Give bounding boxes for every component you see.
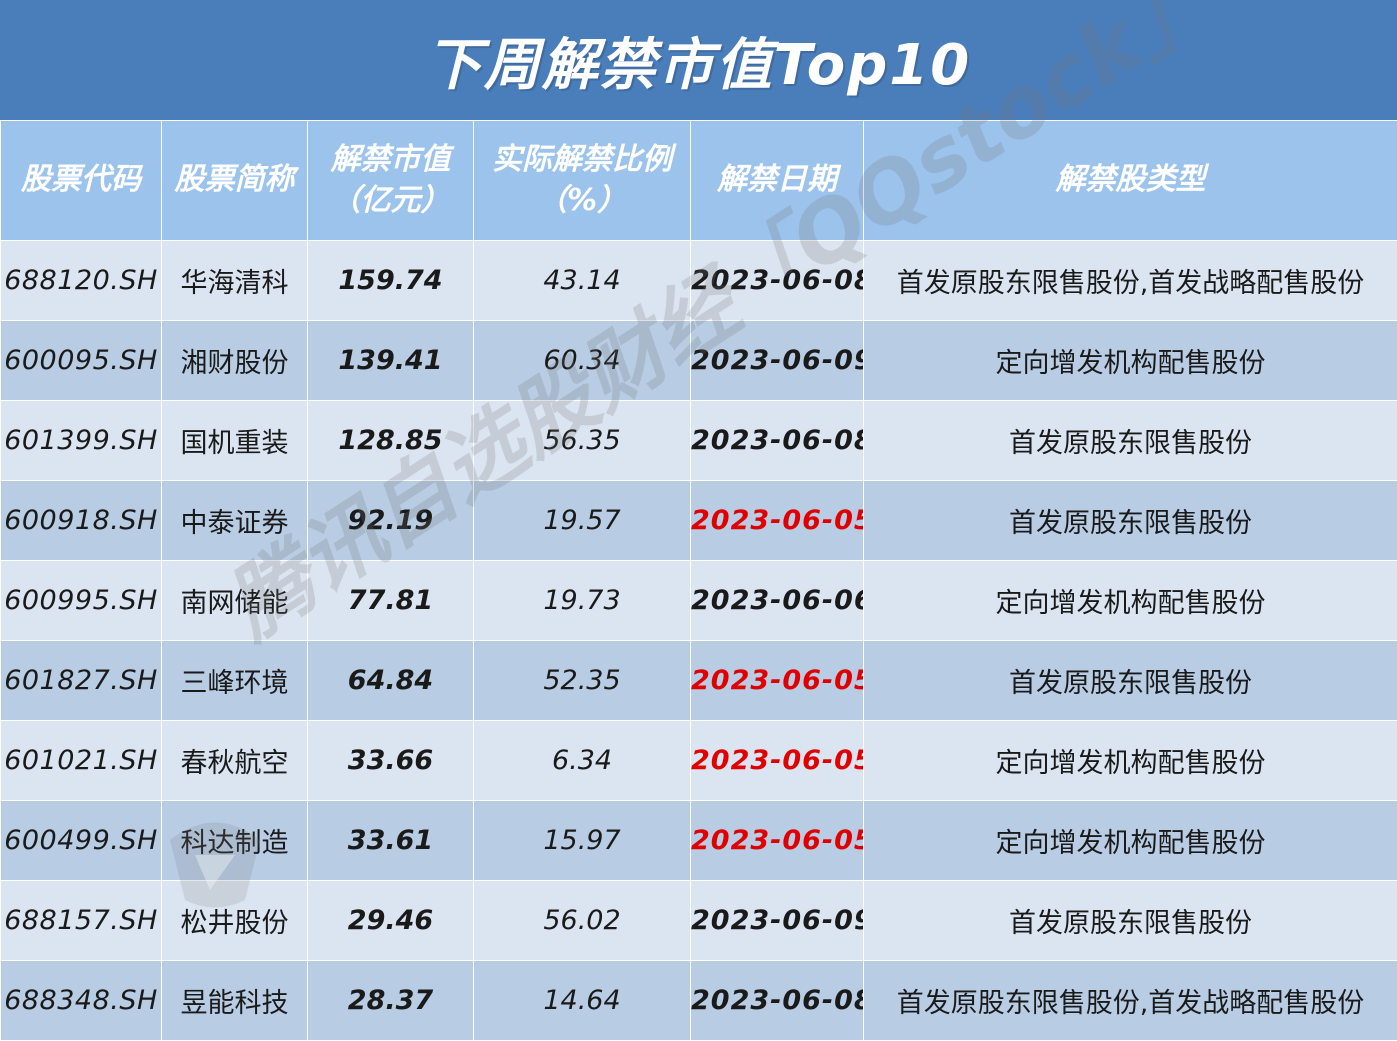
table-row: 600095.SH 湘财股份 139.41 60.34 2023-06-09 定向增发机构… (0, 320, 1397, 401)
cell-date: 2023-06-09 (690, 320, 864, 401)
table-body: 688120.SH 华海清科 159.74 43.14 2023-06-08 首发原股东限… (0, 240, 1397, 1041)
table-row: 600918.SH 中泰证券 92.19 19.57 2023-06-05 首发原股东限售… (0, 480, 1397, 561)
cell-date: 2023-06-08 (690, 240, 864, 321)
cell-date: 2023-06-09 (690, 880, 864, 961)
cell-code: 600499.SH (0, 800, 162, 881)
table-row: 600995.SH 南网储能 77.81 19.73 2023-06-06 定向增发机构配… (0, 560, 1397, 641)
cell-type: 首发原股东限售股份 (863, 400, 1397, 481)
cell-name: 华海清科 (161, 240, 308, 321)
cell-value: 77.81 (307, 560, 474, 641)
cell-ratio: 43.14 (473, 240, 691, 321)
cell-date: 2023-06-05 (690, 480, 864, 561)
cell-name: 三峰环境 (161, 640, 308, 721)
cell-code: 688120.SH (0, 240, 162, 321)
cell-ratio: 19.73 (473, 560, 691, 641)
cell-value: 33.66 (307, 720, 474, 801)
cell-value: 159.74 (307, 240, 474, 321)
cell-date: 2023-06-05 (690, 720, 864, 801)
cell-date: 2023-06-05 (690, 800, 864, 881)
cell-code: 601827.SH (0, 640, 162, 721)
cell-name: 春秋航空 (161, 720, 308, 801)
cell-value: 28.37 (307, 960, 474, 1041)
cell-type: 定向增发机构配售股份 (863, 320, 1397, 401)
cell-value: 33.61 (307, 800, 474, 881)
cell-code: 600918.SH (0, 480, 162, 561)
cell-value: 29.46 (307, 880, 474, 961)
cell-date: 2023-06-08 (690, 400, 864, 481)
header-value: 解禁市值（亿元） (307, 120, 474, 241)
cell-date: 2023-06-05 (690, 640, 864, 721)
cell-name: 松井股份 (161, 880, 308, 961)
table-row: 601021.SH 春秋航空 33.66 6.34 2023-06-05 定向增发机构配售… (0, 720, 1397, 801)
unlock-table: 股票代码 股票简称 解禁市值（亿元） 实际解禁比例（%） 解禁日期 解禁股类型 … (0, 120, 1397, 1041)
table-row: 688120.SH 华海清科 159.74 43.14 2023-06-08 首发原股东限… (0, 240, 1397, 321)
cell-ratio: 14.64 (473, 960, 691, 1041)
cell-code: 688348.SH (0, 960, 162, 1041)
table-row: 600499.SH 科达制造 33.61 15.97 2023-06-05 定向增发机构配… (0, 800, 1397, 881)
cell-value: 92.19 (307, 480, 474, 561)
cell-code: 601399.SH (0, 400, 162, 481)
cell-name: 昱能科技 (161, 960, 308, 1041)
cell-name: 中泰证券 (161, 480, 308, 561)
cell-code: 688157.SH (0, 880, 162, 961)
cell-ratio: 15.97 (473, 800, 691, 881)
cell-type: 定向增发机构配售股份 (863, 560, 1397, 641)
cell-code: 601021.SH (0, 720, 162, 801)
cell-type: 首发原股东限售股份,首发战略配售股份 (863, 960, 1397, 1041)
cell-ratio: 19.57 (473, 480, 691, 561)
cell-value: 128.85 (307, 400, 474, 481)
page-title: 下周解禁市值Top10 (425, 32, 972, 98)
table-row: 688348.SH 昱能科技 28.37 14.64 2023-06-08 首发原股东限售… (0, 960, 1397, 1041)
cell-type: 定向增发机构配售股份 (863, 800, 1397, 881)
cell-ratio: 52.35 (473, 640, 691, 721)
cell-type: 定向增发机构配售股份 (863, 720, 1397, 801)
header-type: 解禁股类型 (863, 120, 1397, 241)
cell-date: 2023-06-06 (690, 560, 864, 641)
cell-value: 139.41 (307, 320, 474, 401)
cell-ratio: 6.34 (473, 720, 691, 801)
table-row: 601827.SH 三峰环境 64.84 52.35 2023-06-05 首发原股东限售… (0, 640, 1397, 721)
table-row: 688157.SH 松井股份 29.46 56.02 2023-06-09 首发原股东限售… (0, 880, 1397, 961)
cell-type: 首发原股东限售股份 (863, 480, 1397, 561)
cell-type: 首发原股东限售股份 (863, 880, 1397, 961)
header-date: 解禁日期 (690, 120, 864, 241)
cell-type: 首发原股东限售股份 (863, 640, 1397, 721)
cell-name: 国机重装 (161, 400, 308, 481)
cell-name: 科达制造 (161, 800, 308, 881)
title-bar: 下周解禁市值Top10 (0, 0, 1397, 120)
cell-code: 600095.SH (0, 320, 162, 401)
cell-ratio: 60.34 (473, 320, 691, 401)
table-header-row: 股票代码 股票简称 解禁市值（亿元） 实际解禁比例（%） 解禁日期 解禁股类型 (0, 120, 1397, 241)
header-ratio: 实际解禁比例（%） (473, 120, 691, 241)
cell-ratio: 56.35 (473, 400, 691, 481)
table-row: 601399.SH 国机重装 128.85 56.35 2023-06-08 首发原股东限… (0, 400, 1397, 481)
cell-name: 南网储能 (161, 560, 308, 641)
cell-value: 64.84 (307, 640, 474, 721)
cell-date: 2023-06-08 (690, 960, 864, 1041)
header-name: 股票简称 (161, 120, 308, 241)
header-ratio-label: 实际解禁比例（%） (492, 142, 672, 218)
cell-code: 600995.SH (0, 560, 162, 641)
cell-type: 首发原股东限售股份,首发战略配售股份 (863, 240, 1397, 321)
cell-name: 湘财股份 (161, 320, 308, 401)
header-code: 股票代码 (0, 120, 162, 241)
cell-ratio: 56.02 (473, 880, 691, 961)
header-value-label: 解禁市值（亿元） (330, 142, 451, 218)
